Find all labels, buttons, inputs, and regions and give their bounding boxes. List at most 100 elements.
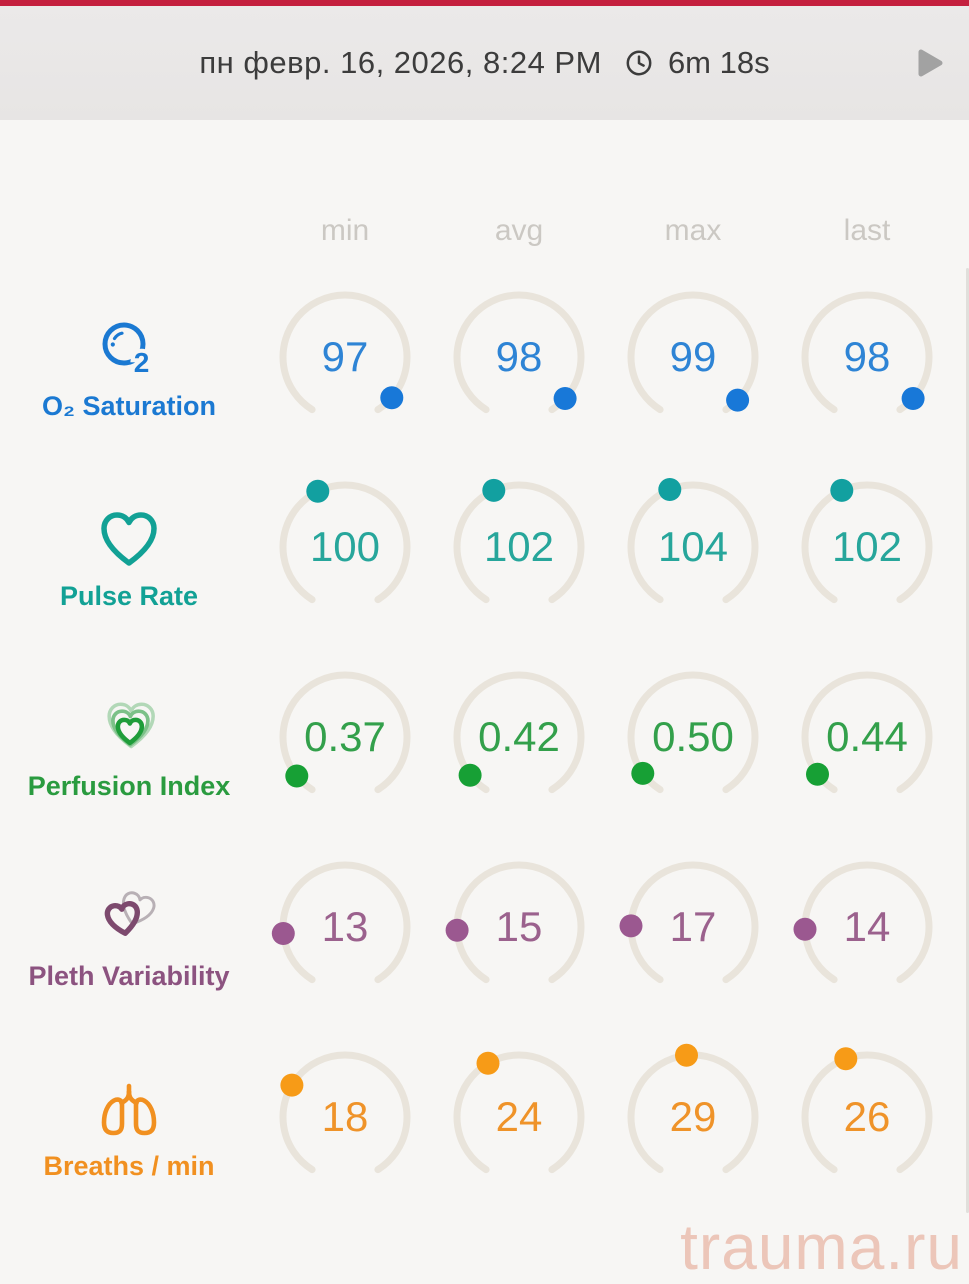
svg-text:2: 2 [134,347,150,378]
gauge-dot [280,1073,304,1097]
gauge: 14 [793,861,933,984]
gauge-o2-saturation-avg: 98 [432,262,606,452]
gauge-arc [453,291,585,414]
metric-label-cell-perfusion-index: Perfusion Index [0,642,258,832]
gauge-value: 104 [658,523,728,570]
metric-label: Pulse Rate [59,580,199,611]
metric-label: Perfusion Index [27,770,231,801]
gauge-value: 98 [496,333,543,380]
gauge-arc [279,291,411,414]
metric-label-cell-o2-saturation: 2 O₂ Saturation [0,262,258,452]
gauge-arc [627,291,759,414]
metric-row-perfusion-index: Perfusion Index 0.37 0.42 0.50 0.44 [0,642,969,832]
gauge-arc [279,671,411,794]
gauge-dot [306,479,330,503]
gauge-o2-saturation-max: 99 [606,262,780,452]
o2-bubble-icon: 2 [97,319,161,383]
gauge-value: 0.44 [826,713,908,760]
gauge-arc [801,1051,933,1174]
gauge-breaths-per-min-last: 26 [780,1022,954,1212]
column-header-avg: avg [494,214,544,247]
gauge: 0.37 [279,671,411,794]
gauge-breaths-per-min-max: 29 [606,1022,780,1212]
gauge-value: 100 [310,523,380,570]
gauge-dot [806,762,829,786]
gauge-dot [476,1051,500,1075]
gauge: 29 [627,1043,759,1174]
gauge-value: 14 [844,903,891,950]
gauge-o2-saturation-min: 97 [258,262,432,452]
gauge-arc [801,291,933,414]
gauge-value: 102 [832,523,902,570]
gauge-perfusion-index-avg: 0.42 [432,642,606,832]
metric-row-o2-saturation: 2 O₂ Saturation 97 98 99 98 [0,262,969,452]
gauge-arc [801,861,933,984]
gauge-dot [830,478,854,502]
gauge-arc [279,481,411,604]
column-header-last: last [843,214,891,247]
gauge-arc [453,1051,585,1174]
gauge-pulse-rate-max: 104 [606,452,780,642]
lungs-icon [97,1079,161,1143]
heart-outline-icon [97,509,161,573]
gauge-dot [482,478,506,502]
gauge: 18 [279,1051,411,1174]
metric-row-breaths-per-min: Breaths / min 18 24 29 26 [0,1022,969,1212]
gauge-dot [793,917,817,941]
gauge-dot [380,386,404,410]
play-button[interactable] [913,45,947,81]
vitals-summary: min avg max last 2 O₂ Saturation 97 98 99 98 Puls… [0,120,969,1212]
scrollbar-track[interactable] [966,268,969,1213]
gauge-value: 29 [670,1093,717,1140]
metric-label-cell-pleth-variability: Pleth Variability [0,832,258,1022]
clock-icon [624,48,654,78]
metric-row-pulse-rate: Pulse Rate 100 102 104 102 [0,452,969,642]
gauge-value: 102 [484,523,554,570]
gauge: 98 [453,291,585,414]
gauge-arc [279,1051,411,1174]
metric-label-cell-breaths-per-min: Breaths / min [0,1022,258,1212]
gauge-value: 15 [496,903,543,950]
gauge-pulse-rate-last: 102 [780,452,954,642]
watermark: trauma.ru [680,1211,963,1283]
gauge: 0.50 [627,671,759,794]
gauge: 100 [279,479,411,604]
gauge-dot [726,388,750,412]
gauge: 0.42 [453,671,585,794]
gauge-arc [801,481,933,604]
column-header-min: min [320,214,370,247]
header-bar: пн февр. 16, 2026, 8:24 PM 6m 18s [0,6,969,120]
gauge-arc [453,481,585,604]
gauge-value: 0.50 [652,713,734,760]
metric-label: Pleth Variability [28,960,230,991]
gauge: 104 [627,478,759,604]
gauge-arc [453,671,585,794]
gauge-pleth-variability-min: 13 [258,832,432,1022]
gauge-value: 99 [670,333,717,380]
gauge-arc [801,671,933,794]
gauge: 99 [627,291,759,414]
gauge-breaths-per-min-avg: 24 [432,1022,606,1212]
gauge-dot [631,761,655,785]
gauge: 15 [445,861,585,984]
gauge-pleth-variability-last: 14 [780,832,954,1022]
gauge-breaths-per-min-min: 18 [258,1022,432,1212]
gauge-value: 0.42 [478,713,560,760]
gauge-value: 98 [844,333,891,380]
gauge-value: 97 [322,333,369,380]
session-duration: 6m 18s [667,45,770,80]
gauge-dot [675,1043,698,1067]
gauge-pulse-rate-avg: 102 [432,452,606,642]
metric-row-pleth-variability: Pleth Variability 13 15 17 14 [0,832,969,1022]
gauge-pleth-variability-max: 17 [606,832,780,1022]
nested-hearts-icon [97,699,161,763]
gauge-dot [458,763,482,787]
gauge-dot [658,478,682,501]
gauge: 98 [801,291,933,414]
play-icon [918,49,943,77]
gauge-value: 13 [322,903,369,950]
gauge: 24 [453,1051,585,1174]
gauge-dot [901,387,925,410]
session-date: пн февр. 16, 2026, 8:24 PM [199,45,602,80]
gauge: 26 [801,1047,933,1174]
